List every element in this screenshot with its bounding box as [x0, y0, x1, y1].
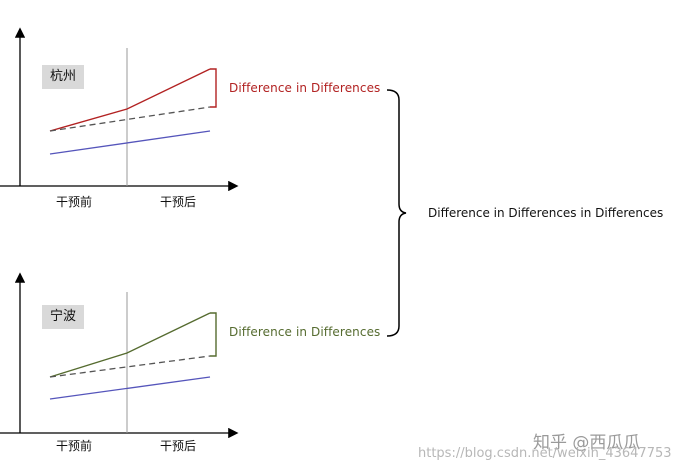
- did-annotation: Difference in Differences: [229, 325, 381, 339]
- watermark-brand: 知乎 @西瓜瓜: [533, 433, 641, 453]
- city-label: 杭州: [42, 65, 84, 89]
- counterfactual-line: [49, 355, 211, 378]
- counterfactual-line: [49, 106, 211, 132]
- ddd-label: Difference in Differences in Differences: [428, 206, 664, 220]
- treated-line: [49, 312, 211, 378]
- control-line: [49, 130, 211, 155]
- panel-hangzhou: [0, 27, 239, 192]
- period-label-after: 干预后: [160, 439, 197, 453]
- period-label-after: 干预后: [160, 195, 197, 209]
- period-label-before: 干预前: [56, 195, 93, 209]
- did-annotation: Difference in Differences: [229, 81, 381, 95]
- city-label: 宁波: [42, 305, 84, 329]
- did-bracket: [210, 312, 217, 357]
- control-line: [49, 376, 211, 400]
- panel-ningbo: [0, 272, 239, 439]
- summary-brace: [386, 89, 407, 337]
- period-label-before: 干预前: [56, 439, 93, 453]
- watermark-url: https://blog.csdn.net/weixin_43647753: [418, 446, 672, 461]
- treated-line: [49, 68, 211, 132]
- did-bracket: [210, 68, 217, 108]
